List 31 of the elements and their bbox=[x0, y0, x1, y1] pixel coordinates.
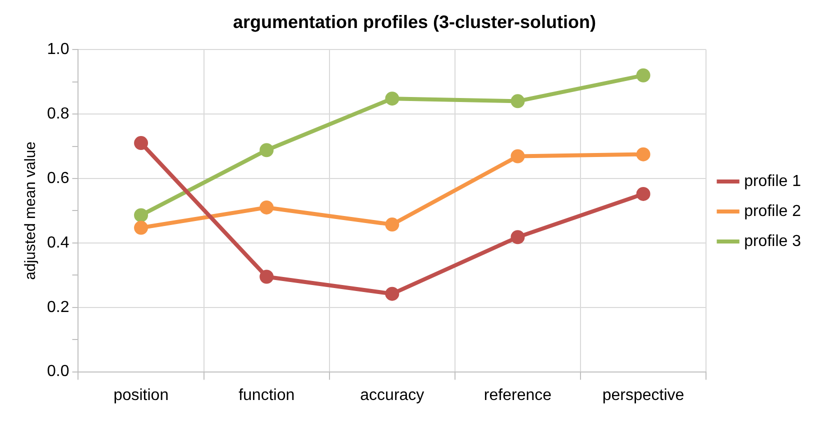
point bbox=[260, 200, 274, 214]
point bbox=[636, 147, 650, 162]
point bbox=[636, 68, 650, 82]
x-tick-label: perspective bbox=[602, 386, 684, 404]
y-axis-title: adjusted mean value bbox=[22, 141, 40, 280]
point bbox=[636, 186, 650, 201]
point bbox=[385, 286, 400, 301]
y-tick-label: 0.8 bbox=[46, 105, 70, 122]
y-tick-label: 0.4 bbox=[46, 234, 70, 252]
point bbox=[134, 136, 148, 150]
x-tick-label: position bbox=[113, 386, 169, 404]
y-tick-label: 0.2 bbox=[46, 298, 70, 316]
x-tick-label: accuracy bbox=[360, 386, 424, 404]
y-tick-label: 0.0 bbox=[46, 363, 70, 380]
point bbox=[134, 208, 148, 222]
point bbox=[134, 220, 148, 235]
point bbox=[510, 230, 525, 244]
legend-label: profile 1 bbox=[744, 172, 802, 190]
point bbox=[385, 218, 400, 232]
chart-title: argumentation profiles (3-cluster-solution) bbox=[232, 12, 596, 32]
legend-label: profile 2 bbox=[744, 202, 802, 220]
y-tick-label: 0.6 bbox=[46, 170, 70, 187]
y-tick-label: 1.0 bbox=[46, 41, 70, 58]
point bbox=[510, 149, 525, 164]
point bbox=[260, 143, 274, 158]
x-tick-label: function bbox=[238, 386, 295, 404]
point bbox=[510, 94, 525, 108]
point bbox=[385, 92, 400, 106]
point bbox=[260, 270, 274, 284]
legend-label: profile 3 bbox=[744, 232, 802, 250]
x-tick-label: reference bbox=[484, 386, 552, 404]
